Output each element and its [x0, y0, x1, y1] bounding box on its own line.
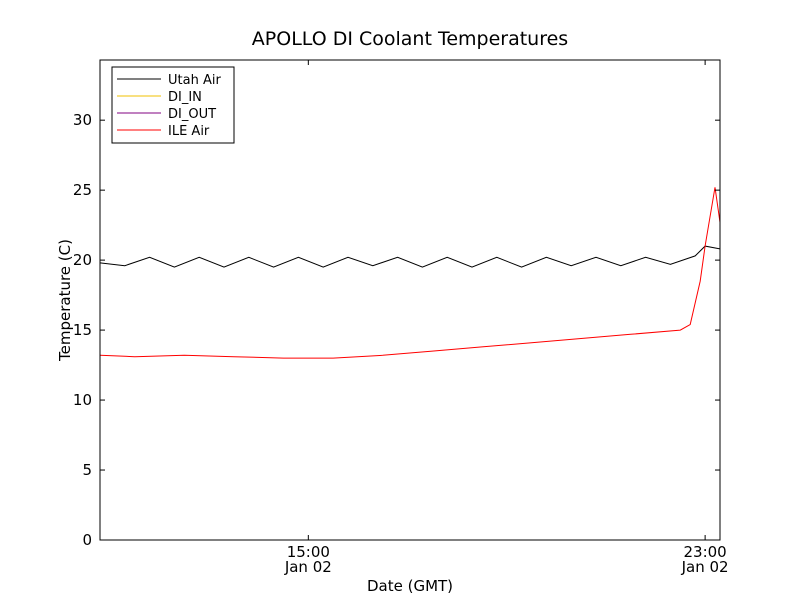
legend-label-ile-air: ILE Air [168, 124, 210, 139]
y-tick-label: 0 [82, 531, 92, 549]
y-tick-label: 20 [73, 251, 92, 269]
x-tick-label-date: Jan 02 [681, 558, 729, 576]
y-tick-label: 5 [82, 461, 92, 479]
legend-label-utah-air: Utah Air [168, 73, 221, 88]
x-axis-label: Date (GMT) [367, 577, 453, 595]
legend-label-di-in: DI_IN [168, 90, 202, 105]
y-axis-label: Temperature (C) [56, 239, 74, 362]
legend-label-di-out: DI_OUT [168, 107, 216, 122]
y-tick-label: 15 [73, 321, 92, 339]
y-tick-label: 25 [73, 181, 92, 199]
y-tick-label: 10 [73, 391, 92, 409]
legend: Utah Air DI_IN DI_OUT ILE Air [112, 67, 234, 143]
x-tick-label-date: Jan 02 [284, 558, 332, 576]
y-tick-label: 30 [73, 111, 92, 129]
chart: APOLLO DI Coolant Temperatures 0 5 10 15 20 2… [0, 0, 800, 600]
chart-title: APOLLO DI Coolant Temperatures [252, 28, 568, 50]
